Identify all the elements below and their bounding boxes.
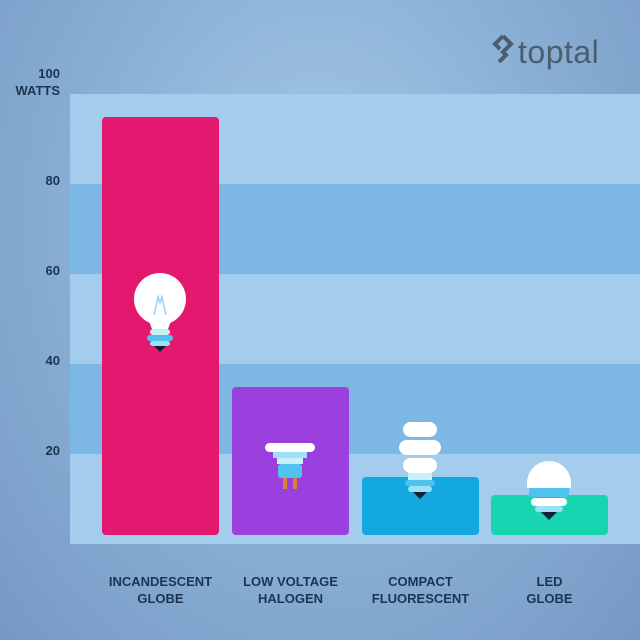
y-tick-80: 80 (45, 173, 60, 188)
y-tick-20: 20 (45, 443, 60, 458)
x-label-line2: GLOBE (526, 591, 573, 606)
toptal-logo-icon (492, 35, 514, 64)
x-label-line1: LED (536, 574, 563, 589)
x-label-led-globe: LED GLOBE (480, 573, 620, 607)
y-tick-60: 60 (45, 263, 60, 278)
compact-fluorescent-bulb-icon (399, 422, 441, 499)
toptal-logo: toptal (492, 32, 599, 72)
x-label-line1: LOW VOLTAGE (243, 574, 338, 589)
y-tick-40: 40 (45, 353, 60, 368)
halogen-bulb-icon (265, 443, 315, 489)
led-bulb-icon (527, 461, 571, 520)
y-tick-100: 100 (38, 66, 60, 81)
x-label-line2: HALOGEN (258, 591, 323, 606)
x-label-incandescent-globe: INCANDESCENT GLOBE (91, 573, 231, 607)
x-label-line1: COMPACT (388, 574, 453, 589)
y-axis-top-label: 100 WATTS (0, 65, 60, 99)
x-label-compact-fluorescent: COMPACT FLUORESCENT (351, 573, 491, 607)
x-label-low-voltage-halogen: LOW VOLTAGE HALOGEN (221, 573, 361, 607)
x-label-line2: GLOBE (137, 591, 184, 606)
x-label-line2: FLUORESCENT (371, 591, 470, 606)
logo-text: toptal (518, 34, 600, 70)
y-axis-unit: WATTS (15, 83, 60, 98)
x-label-line1: INCANDESCENT (108, 574, 213, 589)
incandescent-bulb-icon (134, 273, 186, 352)
